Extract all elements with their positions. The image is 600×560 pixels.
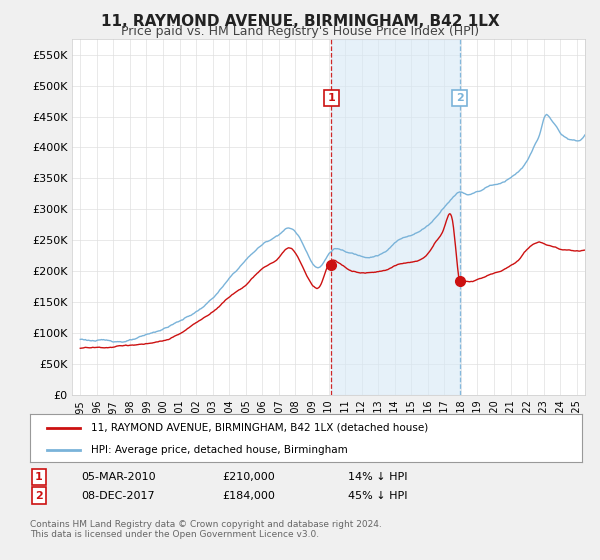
Text: 2: 2 [35,491,43,501]
Text: 1: 1 [35,472,43,482]
Text: £210,000: £210,000 [222,472,275,482]
Text: 05-MAR-2010: 05-MAR-2010 [81,472,155,482]
Bar [331,39,460,395]
Text: HPI: Average price, detached house, Birmingham: HPI: Average price, detached house, Birm… [91,445,347,455]
Text: £184,000: £184,000 [222,491,275,501]
Text: 2: 2 [455,93,463,103]
Text: 45% ↓ HPI: 45% ↓ HPI [348,491,407,501]
Text: 1: 1 [328,93,335,103]
Text: 11, RAYMOND AVENUE, BIRMINGHAM, B42 1LX: 11, RAYMOND AVENUE, BIRMINGHAM, B42 1LX [101,14,499,29]
Text: Contains HM Land Registry data © Crown copyright and database right 2024.
This d: Contains HM Land Registry data © Crown c… [30,520,382,539]
Text: 08-DEC-2017: 08-DEC-2017 [81,491,155,501]
Text: 11, RAYMOND AVENUE, BIRMINGHAM, B42 1LX (detached house): 11, RAYMOND AVENUE, BIRMINGHAM, B42 1LX … [91,423,428,433]
Text: 14% ↓ HPI: 14% ↓ HPI [348,472,407,482]
Text: Price paid vs. HM Land Registry's House Price Index (HPI): Price paid vs. HM Land Registry's House … [121,25,479,38]
